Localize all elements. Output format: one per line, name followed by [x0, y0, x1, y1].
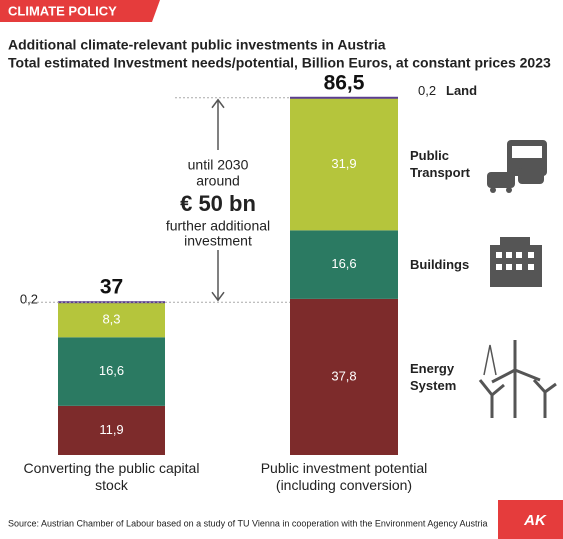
value-label: 37,8	[331, 368, 356, 383]
series-label: Buildings	[410, 256, 470, 272]
series-label: Energy System	[410, 360, 457, 393]
arrow-head	[211, 98, 225, 109]
source: Source: Austrian Chamber of Labour based…	[8, 518, 487, 528]
logo: AK	[523, 512, 547, 529]
value-label: 31,9	[331, 156, 356, 171]
chart-subtitle: Total estimated Investment needs/potenti…	[8, 55, 551, 71]
total-label: 37	[100, 276, 123, 299]
bar-segment	[58, 303, 165, 338]
value-label: 0,2	[418, 83, 436, 98]
tag-box	[0, 0, 160, 22]
annotation: until 2030	[188, 157, 249, 173]
value-label: 11,9	[99, 422, 123, 437]
x-tick-label: Public investment potential (including c…	[260, 460, 428, 493]
building-icon	[490, 237, 542, 287]
bar-segment	[58, 301, 165, 304]
series-label: Land	[446, 83, 477, 98]
annotation: investment	[184, 233, 252, 249]
bar-segment	[290, 98, 398, 231]
bar-segment	[58, 405, 165, 455]
value-label: 16,6	[331, 256, 356, 271]
value-label: 0,2	[20, 292, 38, 307]
transport-icon	[487, 140, 547, 193]
bar-segment	[58, 337, 165, 406]
x-tick-label: Converting the public capital stock	[23, 460, 200, 493]
value-label: 8,3	[102, 312, 120, 327]
tag: CLIMATE POLICY	[8, 3, 117, 18]
chart-title: Additional climate-relevant public inves…	[8, 37, 386, 53]
annotation: further additional	[166, 218, 270, 234]
annotation: around	[196, 173, 240, 189]
bar-segment	[290, 298, 398, 455]
series-label: Public Transport	[410, 148, 470, 181]
bar-segment	[290, 96, 398, 99]
energy-icon	[478, 340, 557, 418]
logo-box	[498, 500, 563, 539]
bar-segment	[290, 230, 398, 299]
annotation: € 50 bn	[180, 191, 256, 216]
total-label: 86,5	[324, 71, 365, 94]
arrow-head	[211, 291, 225, 302]
value-label: 16,6	[99, 363, 124, 378]
